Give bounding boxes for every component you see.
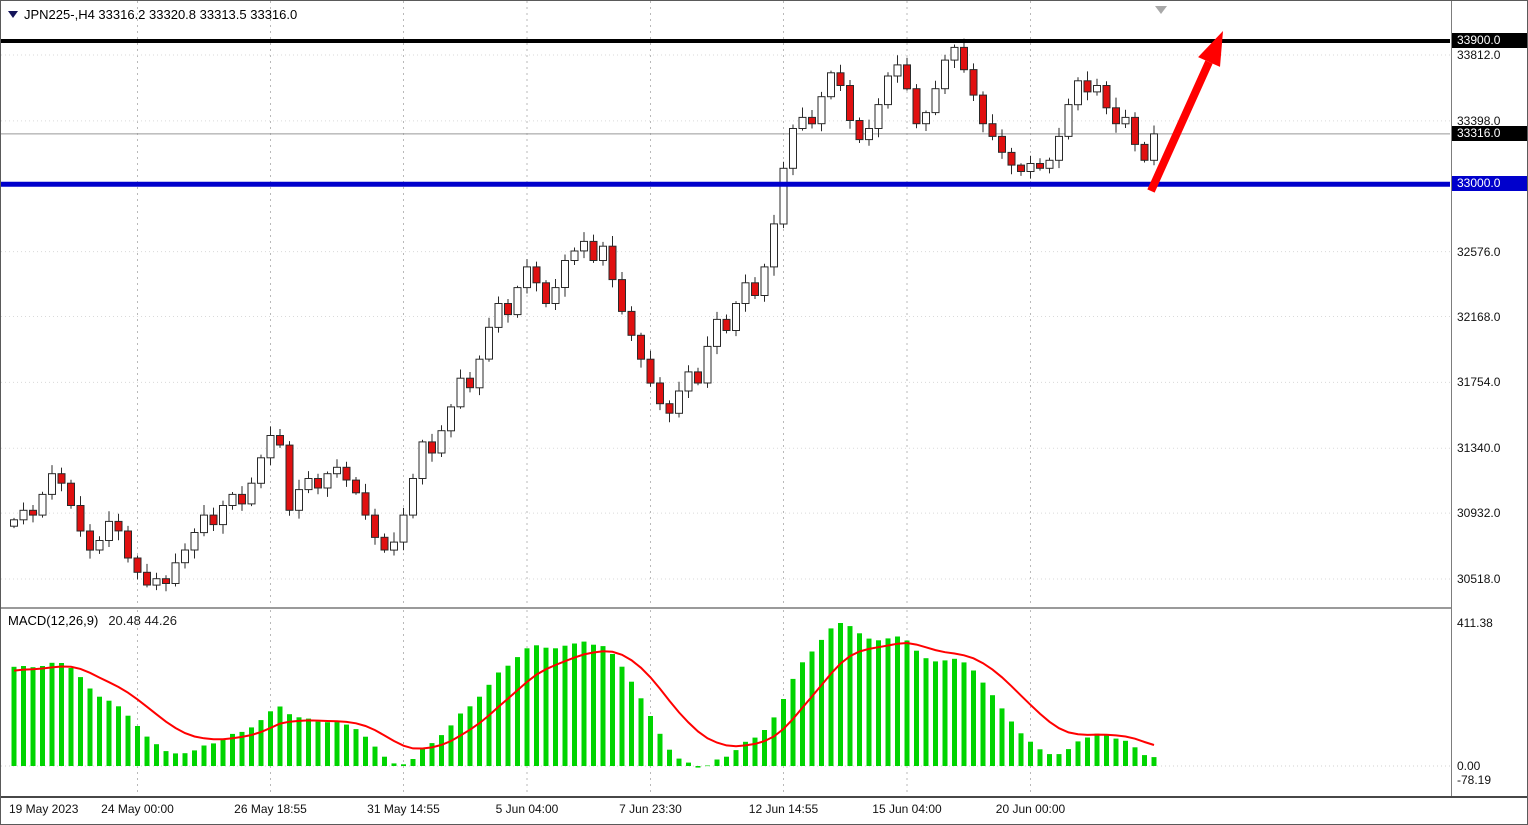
price-axis[interactable]: 33812.0 33398.0 32576.0 32168.0 31754.0 31340… <box>1451 1 1527 796</box>
macd-name: MACD(12,26,9) <box>8 613 99 628</box>
price-tick-label: 32576.0 <box>1457 245 1501 259</box>
macd-histogram <box>11 623 1157 768</box>
time-axis-label: 19 May 2023 <box>9 802 79 816</box>
candles <box>10 38 1158 592</box>
panel-splitter[interactable] <box>1 607 1527 609</box>
price-tick-label: 30932.0 <box>1457 506 1501 520</box>
macd-axis-label: -78.19 <box>1457 773 1492 787</box>
time-axis-label: 12 Jun 14:55 <box>748 802 819 816</box>
main-chart-plot[interactable] <box>1 1 1450 608</box>
symbol-dropdown-icon[interactable] <box>8 11 18 18</box>
price-highlight-label: 33316.0 <box>1452 126 1527 141</box>
macd-signal-line <box>13 641 1155 750</box>
macd-axis-label: 411.38 <box>1457 616 1493 630</box>
chart-info-bar: JPN225-,H4 33316.2 33320.8 33313.5 33316… <box>8 7 297 22</box>
macd-plot[interactable] <box>1 610 1450 796</box>
macd-values: 20.48 44.26 <box>108 613 177 628</box>
price-tick-label: 31340.0 <box>1457 441 1501 455</box>
autoscroll-marker-icon <box>1155 6 1167 14</box>
macd-axis-label: 0.00 <box>1457 759 1481 773</box>
trend-arrow[interactable] <box>1147 31 1223 193</box>
macd-indicator-label: MACD(12,26,9) 20.48 44.26 <box>8 613 177 628</box>
time-axis-label: 26 May 18:55 <box>234 802 307 816</box>
price-tick-label: 33398.0 <box>1457 114 1501 128</box>
price-tick-label: 33812.0 <box>1457 48 1501 62</box>
time-axis-label: 15 Jun 04:00 <box>872 802 942 816</box>
price-tick-label: 30518.0 <box>1457 572 1501 586</box>
time-axis-label: 7 Jun 23:30 <box>619 802 682 816</box>
price-highlight-label: 33000.0 <box>1452 176 1527 191</box>
time-axis-label: 31 May 14:55 <box>367 802 440 816</box>
symbol-ohlc-text: JPN225-,H4 33316.2 33320.8 33313.5 33316… <box>24 7 298 22</box>
time-axis[interactable]: 19 May 2023 24 May 00:00 26 May 18:55 31 Ma… <box>1 798 1527 824</box>
time-axis-label: 20 Jun 00:00 <box>995 802 1066 816</box>
price-highlight-label: 33900.0 <box>1452 33 1527 48</box>
time-axis-label: 24 May 00:00 <box>101 802 174 816</box>
time-axis-label: 5 Jun 04:00 <box>495 802 559 816</box>
price-tick-label: 32168.0 <box>1457 310 1501 324</box>
price-tick-label: 31754.0 <box>1457 375 1501 389</box>
time-axis-divider <box>1 796 1527 798</box>
